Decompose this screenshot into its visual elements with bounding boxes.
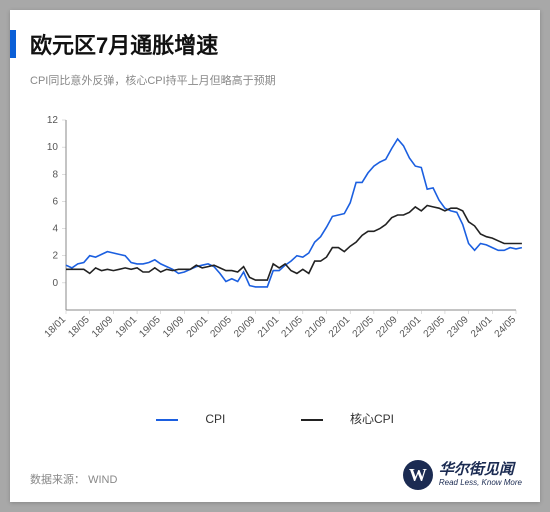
svg-text:21/01: 21/01 bbox=[256, 314, 282, 340]
page-subtitle: CPI同比意外反弹，核心CPI持平上月但略高于预期 bbox=[30, 72, 540, 88]
svg-text:21/05: 21/05 bbox=[279, 314, 305, 340]
svg-text:20/05: 20/05 bbox=[208, 314, 234, 340]
legend-label: CPI bbox=[205, 412, 225, 426]
svg-text:2: 2 bbox=[52, 251, 58, 262]
data-source: 数据来源： WIND bbox=[30, 471, 117, 487]
svg-text:8: 8 bbox=[52, 169, 58, 180]
svg-text:4: 4 bbox=[52, 224, 58, 235]
svg-text:23/05: 23/05 bbox=[422, 314, 448, 340]
svg-text:24/05: 24/05 bbox=[493, 314, 519, 340]
svg-text:10: 10 bbox=[47, 142, 59, 153]
brand-block: W 华尔街见闻 Read Less, Know More bbox=[403, 460, 522, 490]
svg-text:22/01: 22/01 bbox=[327, 314, 353, 340]
svg-text:20/09: 20/09 bbox=[232, 314, 258, 340]
svg-text:18/01: 18/01 bbox=[43, 314, 69, 340]
chart-legend: CPI 核心CPI bbox=[10, 410, 540, 427]
legend-label: 核心CPI bbox=[350, 410, 394, 427]
svg-text:18/05: 18/05 bbox=[66, 314, 92, 340]
card: 欧元区7月通胀增速 CPI同比意外反弹，核心CPI持平上月但略高于预期 0 2 4 6… bbox=[10, 10, 540, 502]
brand-name-en: Read Less, Know More bbox=[439, 479, 522, 488]
brand-name-cn: 华尔街见闻 bbox=[439, 462, 522, 479]
svg-text:21/09: 21/09 bbox=[303, 314, 329, 340]
svg-text:19/09: 19/09 bbox=[161, 314, 187, 340]
brand-logo: W bbox=[403, 460, 433, 490]
svg-text:18/09: 18/09 bbox=[90, 314, 116, 340]
svg-text:0: 0 bbox=[52, 278, 58, 289]
legend-item: 核心CPI bbox=[283, 410, 412, 427]
svg-text:23/01: 23/01 bbox=[398, 314, 424, 340]
page-title: 欧元区7月通胀增速 bbox=[30, 28, 218, 60]
source-label: 数据来源： bbox=[30, 474, 85, 486]
source-value: WIND bbox=[88, 474, 117, 486]
brand-text: 华尔街见闻 Read Less, Know More bbox=[439, 462, 522, 487]
chart-svg: 02468101218/0118/0518/0919/0119/0519/092… bbox=[36, 110, 524, 390]
legend-swatch-core bbox=[301, 419, 323, 421]
svg-text:23/09: 23/09 bbox=[445, 314, 471, 340]
line-chart: 02468101218/0118/0518/0919/0119/0519/092… bbox=[36, 110, 524, 390]
svg-text:19/01: 19/01 bbox=[114, 314, 140, 340]
legend-item: CPI bbox=[138, 412, 243, 426]
svg-text:20/01: 20/01 bbox=[185, 314, 211, 340]
svg-text:24/01: 24/01 bbox=[469, 314, 495, 340]
svg-text:22/05: 22/05 bbox=[351, 314, 377, 340]
svg-text:12: 12 bbox=[47, 115, 59, 126]
svg-text:22/09: 22/09 bbox=[374, 314, 400, 340]
title-accent-bar bbox=[10, 30, 16, 58]
title-row: 欧元区7月通胀增速 bbox=[10, 10, 540, 68]
legend-swatch-cpi bbox=[156, 419, 178, 421]
svg-text:6: 6 bbox=[52, 196, 58, 207]
svg-text:19/05: 19/05 bbox=[137, 314, 163, 340]
